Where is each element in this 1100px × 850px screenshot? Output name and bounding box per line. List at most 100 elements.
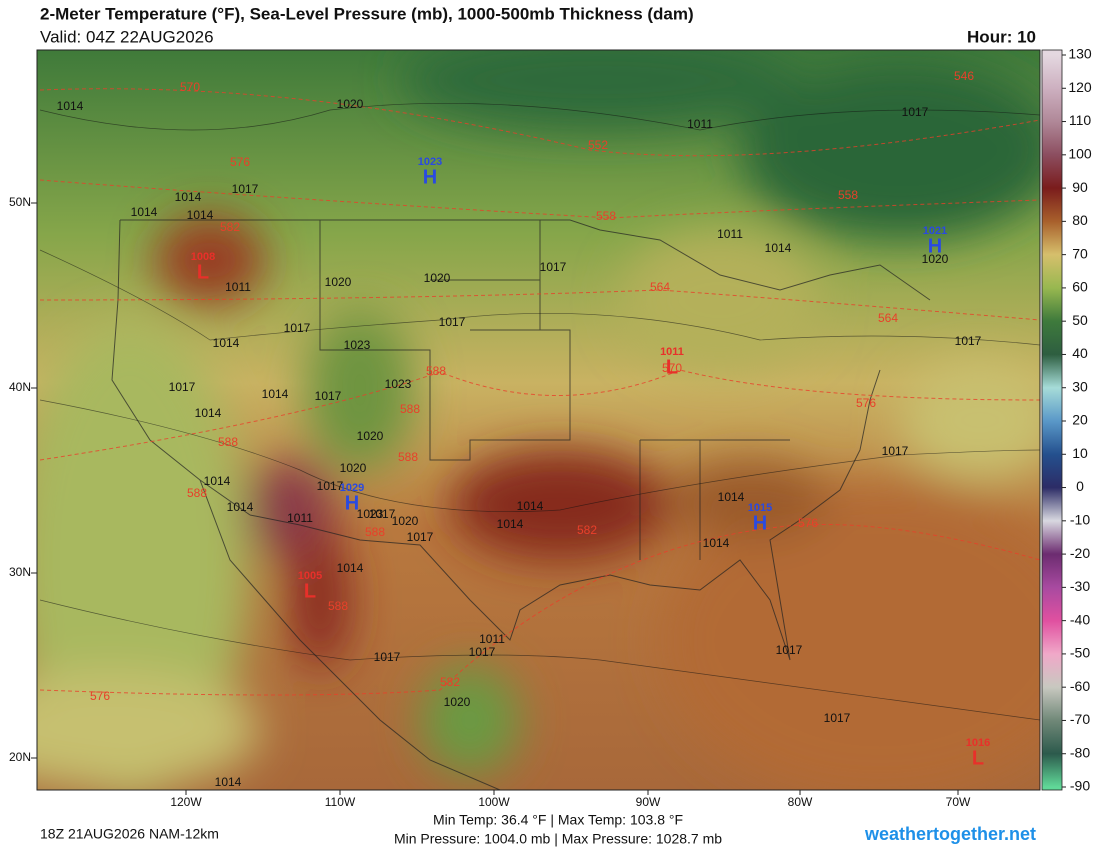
thickness-label: 570 — [180, 80, 200, 94]
isobar-label: 1017 — [407, 530, 434, 544]
isobar-label: 1017 — [169, 380, 196, 394]
thickness-label: 576 — [230, 155, 250, 169]
colorbar-tick-label: -20 — [1070, 545, 1090, 561]
isobar-label: 1014 — [497, 517, 524, 531]
longitude-label: 100W — [478, 795, 510, 809]
thickness-label: 564 — [878, 311, 898, 325]
isobar-label: 1017 — [469, 645, 496, 659]
isobar-label: 1023 — [385, 377, 412, 391]
isobar-label: 1014 — [57, 99, 84, 113]
isobar-label: 1014 — [718, 490, 745, 504]
colorbar-tick-label: -50 — [1070, 645, 1090, 661]
isobar-label: 1014 — [262, 387, 289, 401]
colorbar-tick-label: 10 — [1072, 445, 1088, 461]
isobar-label: 1020 — [424, 271, 451, 285]
thickness-label: 576 — [90, 689, 110, 703]
isobar-label: 1017 — [369, 507, 396, 521]
isobar-label: 1020 — [392, 514, 419, 528]
thickness-label: 588 — [426, 364, 446, 378]
isobar-label: 1020 — [325, 275, 352, 289]
isobar-label: 1020 — [340, 461, 367, 475]
center-pressure: 1008 — [191, 251, 215, 263]
isobar-label: 1014 — [215, 775, 242, 789]
longitude-label: 110W — [325, 795, 356, 809]
thickness-label: 558 — [838, 188, 858, 202]
thickness-label: 588 — [187, 486, 207, 500]
thickness-label: 546 — [954, 69, 974, 83]
thickness-label: 570 — [662, 361, 682, 375]
isobar-label: 1017 — [315, 389, 342, 403]
isobar-label: 1017 — [232, 182, 259, 196]
thickness-label: 558 — [596, 209, 616, 223]
center-letter: H — [928, 235, 942, 257]
isobar-label: 1014 — [213, 336, 240, 350]
center-letter: H — [345, 492, 359, 514]
isobar-label: 1014 — [337, 561, 364, 575]
colorbar-scale — [1041, 49, 1063, 791]
center-pressure: 1011 — [660, 346, 684, 358]
isobar-label: 1014 — [187, 208, 214, 222]
isobar-label: 1017 — [284, 321, 311, 335]
thickness-label: 588 — [328, 599, 348, 613]
forecast-hour: Hour: 10 — [967, 27, 1036, 46]
thickness-label: 582 — [577, 523, 597, 537]
colorbar-tick-label: -60 — [1070, 678, 1090, 694]
thickness-label: 582 — [220, 220, 240, 234]
colorbar-tick-label: 30 — [1072, 378, 1088, 394]
colorbar-tick-label: -10 — [1070, 512, 1090, 528]
map-field — [37, 50, 1040, 790]
latitude-label: 30N — [9, 565, 31, 579]
isobar-label: 1020 — [922, 252, 949, 266]
latitude-label: 40N — [9, 380, 31, 394]
center-pressure: 1015 — [748, 502, 772, 514]
isobar-label: 1020 — [444, 695, 471, 709]
isobar-label: 1014 — [195, 406, 222, 420]
colorbar-tick-label: 60 — [1072, 279, 1088, 295]
isobar-label: 1011 — [687, 117, 713, 131]
model-run: 18Z 21AUG2026 NAM-12km — [40, 826, 219, 842]
colorbar-tick-label: -90 — [1070, 778, 1090, 794]
isobar-label: 1014 — [765, 241, 792, 255]
longitude-label: 80W — [788, 795, 813, 809]
center-letter: L — [304, 580, 316, 602]
isobar-label: 1011 — [479, 632, 505, 646]
thickness-label: 588 — [365, 525, 385, 539]
thickness-label: 576 — [856, 396, 876, 410]
isobar-label: 1020 — [337, 97, 364, 111]
isobar-label: 1023 — [357, 507, 384, 521]
isobar-label: 1014 — [227, 500, 254, 514]
map-title: 2-Meter Temperature (°F), Sea-Level Pres… — [40, 4, 694, 23]
colorbar-tick-label: 100 — [1068, 146, 1092, 162]
isobar-label: 1014 — [517, 499, 544, 513]
isobar-label: 1017 — [902, 105, 929, 119]
thickness-label: 582 — [440, 675, 460, 689]
center-letter: L — [666, 356, 678, 378]
center-pressure: 1016 — [966, 737, 990, 749]
isobar-label: 1011 — [717, 227, 743, 241]
center-letter: H — [423, 166, 437, 188]
isobar-label: 1017 — [955, 334, 982, 348]
isobar-label: 1017 — [317, 479, 344, 493]
longitude-label: 90W — [636, 795, 661, 809]
isobar-label: 1014 — [175, 190, 202, 204]
thickness-label: 564 — [650, 280, 670, 294]
valid-time: Valid: 04Z 22AUG2026 — [40, 27, 214, 46]
site-link[interactable]: weathertogether.net — [864, 824, 1036, 844]
isobar-label: 1023 — [344, 338, 371, 352]
isobar-label: 1017 — [776, 643, 803, 657]
center-pressure: 1023 — [418, 156, 442, 168]
latitude-label: 50N — [9, 195, 31, 209]
center-pressure: 1029 — [340, 482, 364, 494]
isobar-label: 1017 — [374, 650, 401, 664]
isobar-label: 1017 — [439, 315, 466, 329]
center-letter: L — [197, 261, 209, 283]
isobar-label: 1017 — [824, 711, 851, 725]
thickness-label: 552 — [588, 138, 608, 152]
colorbar-tick-label: 40 — [1072, 345, 1088, 361]
isobar-label: 1017 — [540, 260, 567, 274]
temperature-range: Min Temp: 36.4 °F | Max Temp: 103.8 °F — [433, 812, 683, 828]
center-letter: L — [972, 747, 984, 769]
colorbar-tick-label: -70 — [1070, 711, 1090, 727]
colorbar-tick-label: 110 — [1069, 112, 1092, 128]
